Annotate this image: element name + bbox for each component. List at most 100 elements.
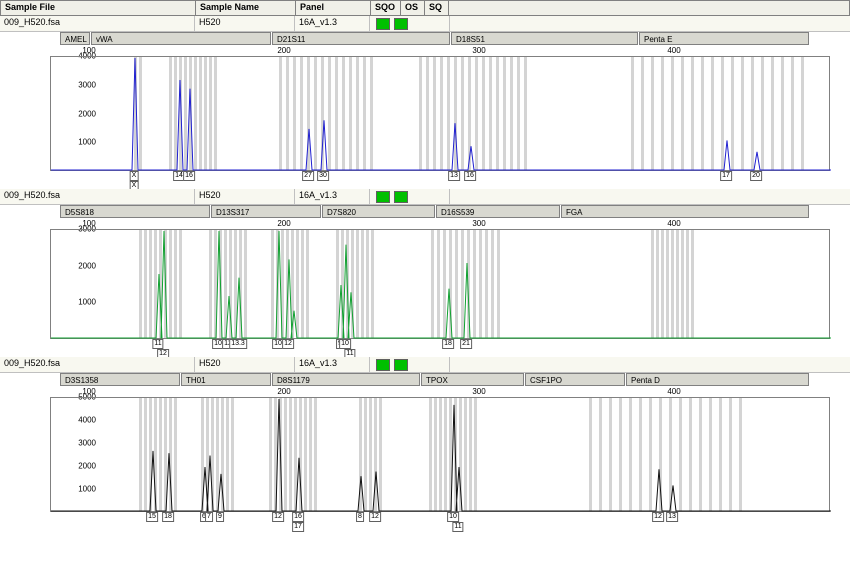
- x-tick-label: 400: [667, 219, 680, 228]
- electropherogram-panel-2: 009_H520.fsaH52016A_v1.3D5S818D13S317D7S…: [0, 189, 850, 357]
- status-indicator: [376, 359, 390, 371]
- allele-call[interactable]: 10: [339, 339, 351, 349]
- trace-svg: [51, 57, 831, 172]
- locus-label: TPOX: [421, 373, 524, 386]
- x-axis: 100200300400: [50, 46, 850, 56]
- info-panel: 16A_v1.3: [295, 189, 370, 204]
- chart-area: 10002000300040005000: [50, 397, 840, 512]
- plot-region[interactable]: [50, 397, 830, 512]
- allele-call[interactable]: 9: [216, 512, 224, 522]
- status-indicator: [394, 359, 408, 371]
- column-header-sq[interactable]: SQ: [425, 1, 449, 15]
- allele-call[interactable]: 16: [464, 171, 476, 181]
- allele-call[interactable]: 16: [292, 512, 304, 522]
- allele-call[interactable]: 12: [282, 339, 294, 349]
- allele-call[interactable]: 21: [460, 339, 472, 349]
- column-header-panel[interactable]: Panel: [296, 1, 371, 15]
- trace-line: [51, 399, 831, 511]
- allele-call[interactable]: 18: [162, 512, 174, 522]
- allele-call[interactable]: 30: [317, 171, 329, 181]
- x-axis: 100200300400: [50, 387, 850, 397]
- locus-header-row: D5S818D13S317D7S820D16S539FGA: [0, 205, 850, 219]
- sample-info-row: 009_H520.fsaH52016A_v1.3: [0, 357, 850, 373]
- allele-call[interactable]: 10: [447, 512, 459, 522]
- locus-label: D16S539: [436, 205, 560, 218]
- info-sample-name: H520: [195, 189, 295, 204]
- status-cells: [370, 189, 450, 204]
- locus-label: TH01: [181, 373, 271, 386]
- allele-call[interactable]: 12: [369, 512, 381, 522]
- locus-label: vWA: [91, 32, 271, 45]
- status-indicator: [376, 191, 390, 203]
- column-header-row: Sample FileSample NamePanelSQOOSSQ: [0, 0, 850, 16]
- x-axis: 100200300400: [50, 219, 850, 229]
- locus-label: Penta D: [626, 373, 809, 386]
- info-sample-file: 009_H520.fsa: [0, 357, 195, 372]
- info-panel: 16A_v1.3: [295, 16, 370, 31]
- plot-region[interactable]: [50, 56, 830, 171]
- allele-call[interactable]: 12: [272, 512, 284, 522]
- allele-call[interactable]: 18: [442, 339, 454, 349]
- locus-label: D3S1358: [60, 373, 180, 386]
- status-indicator: [394, 18, 408, 30]
- allele-call[interactable]: X: [130, 171, 139, 181]
- allele-call[interactable]: 11: [452, 522, 463, 532]
- locus-label: D21S11: [272, 32, 450, 45]
- chart-area: 100020003000: [50, 229, 840, 339]
- allele-call-row: 1112101213.31012910111821: [50, 339, 850, 357]
- info-sample-file: 009_H520.fsa: [0, 189, 195, 204]
- sample-info-row: 009_H520.fsaH52016A_v1.3: [0, 16, 850, 32]
- allele-call[interactable]: 13: [448, 171, 460, 181]
- locus-label: AMEL: [60, 32, 90, 45]
- allele-call[interactable]: 12: [652, 512, 664, 522]
- allele-call-row: 151867912161781210111213: [50, 512, 850, 530]
- allele-call[interactable]: 17: [292, 522, 304, 532]
- locus-label: FGA: [561, 205, 809, 218]
- plot-region[interactable]: [50, 229, 830, 339]
- x-tick-label: 200: [277, 219, 290, 228]
- x-tick-label: 300: [472, 387, 485, 396]
- trace-svg: [51, 230, 831, 340]
- electropherogram-panel-1: 009_H520.fsaH52016A_v1.3AMELvWAD21S11D18…: [0, 16, 850, 189]
- locus-label: D13S317: [211, 205, 321, 218]
- x-tick-label: 400: [667, 46, 680, 55]
- allele-call[interactable]: 13.3: [229, 339, 247, 349]
- x-tick-label: 300: [472, 219, 485, 228]
- allele-call[interactable]: 27: [302, 171, 314, 181]
- x-tick-label: 300: [472, 46, 485, 55]
- info-sample-name: H520: [195, 16, 295, 31]
- status-indicator: [394, 191, 408, 203]
- allele-call-row: XX1416273013161720: [50, 171, 850, 189]
- allele-call[interactable]: 17: [720, 171, 732, 181]
- allele-call[interactable]: 20: [750, 171, 762, 181]
- allele-call[interactable]: 7: [205, 512, 213, 522]
- electropherogram-panel-3: 009_H520.fsaH52016A_v1.3D3S1358TH01D8S11…: [0, 357, 850, 530]
- info-panel: 16A_v1.3: [295, 357, 370, 372]
- locus-label: D7S820: [322, 205, 435, 218]
- allele-call[interactable]: 15: [146, 512, 158, 522]
- column-header-os[interactable]: OS: [401, 1, 425, 15]
- status-indicator: [376, 18, 390, 30]
- info-sample-name: H520: [195, 357, 295, 372]
- locus-label: Penta E: [639, 32, 809, 45]
- locus-label: D18S51: [451, 32, 638, 45]
- allele-call[interactable]: 8: [356, 512, 364, 522]
- status-cells: [370, 16, 450, 31]
- column-header-sample-name[interactable]: Sample Name: [196, 1, 296, 15]
- trace-svg: [51, 398, 831, 513]
- x-tick-label: 400: [667, 387, 680, 396]
- sample-info-row: 009_H520.fsaH52016A_v1.3: [0, 189, 850, 205]
- trace-line: [51, 231, 831, 338]
- status-cells: [370, 357, 450, 372]
- column-header-sample-file[interactable]: Sample File: [1, 1, 196, 15]
- column-header-sqo[interactable]: SQO: [371, 1, 401, 15]
- locus-label: D8S1179: [272, 373, 420, 386]
- x-tick-label: 200: [277, 387, 290, 396]
- locus-header-row: D3S1358TH01D8S1179TPOXCSF1POPenta D: [0, 373, 850, 387]
- x-tick-label: 200: [277, 46, 290, 55]
- trace-line: [51, 58, 831, 170]
- allele-call[interactable]: 16: [183, 171, 195, 181]
- info-sample-file: 009_H520.fsa: [0, 16, 195, 31]
- allele-call[interactable]: 13: [666, 512, 678, 522]
- allele-call[interactable]: 11: [152, 339, 163, 349]
